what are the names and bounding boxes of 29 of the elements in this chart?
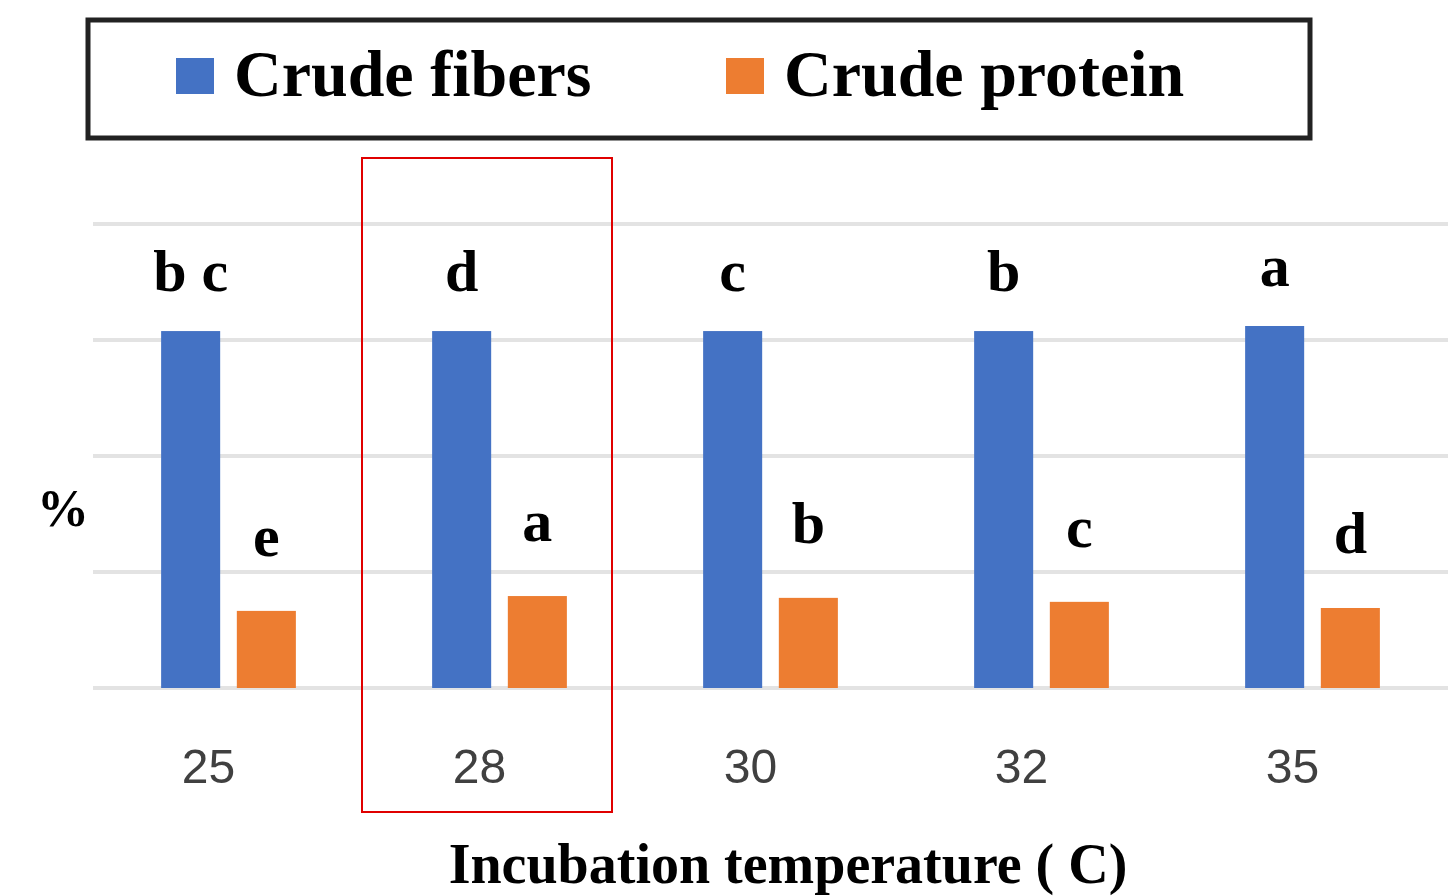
bar (507, 596, 567, 688)
x-tick-label: 30 (723, 740, 778, 793)
annotation: c (1066, 493, 1093, 560)
annotation: d (444, 238, 479, 305)
x-axis-title: Incubation temperature ( C) (448, 833, 1128, 896)
annotation: e (253, 502, 280, 569)
bar (1245, 326, 1305, 688)
annotation: b c (153, 238, 229, 305)
bar (778, 597, 838, 688)
x-tick-label: 32 (994, 740, 1049, 793)
legend-label: Crude protein (784, 37, 1185, 110)
legend-label: Crude fibers (234, 37, 592, 110)
annotation: b (986, 238, 1021, 305)
x-tick-label: 28 (452, 740, 507, 793)
bar (161, 331, 221, 688)
annotation: a (522, 488, 553, 555)
bar (432, 331, 492, 688)
bar (974, 331, 1034, 688)
annotation: d (1333, 500, 1368, 566)
y-axis-title: % (37, 480, 89, 537)
x-tick-label: 25 (181, 740, 236, 793)
bar (703, 331, 763, 688)
bar (236, 610, 296, 688)
annotation: a (1259, 233, 1290, 299)
annotation: c (719, 238, 746, 305)
bar (1049, 601, 1109, 688)
bar (1320, 608, 1380, 688)
annotation: b (791, 489, 826, 556)
x-tick-label: 35 (1265, 740, 1320, 793)
